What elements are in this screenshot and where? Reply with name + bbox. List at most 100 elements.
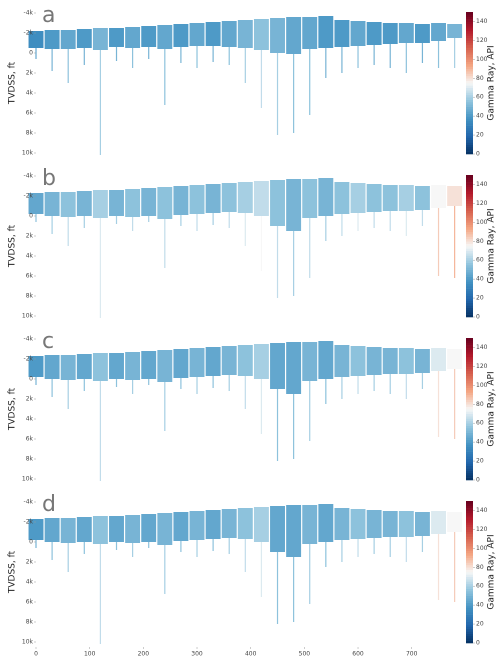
- x-tick-label: 300: [191, 651, 203, 658]
- well-band: [109, 516, 124, 542]
- well-band: [366, 22, 382, 45]
- y-tick-label: -2k: [24, 193, 34, 200]
- panel-label: c: [42, 329, 54, 354]
- colorbar-step: [466, 71, 473, 74]
- y-tick-label: 0: [29, 539, 33, 546]
- y-tick-label: 6k: [26, 436, 34, 443]
- colorbar-tick-label: 20: [476, 621, 484, 628]
- colorbar-step: [466, 562, 473, 566]
- well-band: [414, 24, 430, 43]
- colorbar-step: [466, 427, 473, 431]
- colorbar-step: [466, 572, 473, 575]
- colorbar-step: [466, 276, 473, 280]
- colorbar-step: [466, 59, 473, 62]
- colorbar-step: [466, 104, 473, 107]
- colorbar-step: [466, 179, 473, 183]
- y-tick-label: 10k: [22, 150, 34, 157]
- colorbar-step: [466, 14, 473, 18]
- colorbar-step: [466, 550, 473, 554]
- colorbar-step: [466, 286, 473, 289]
- panel-label: a: [42, 3, 55, 28]
- colorbar-step: [466, 33, 473, 36]
- colorbar-step: [466, 538, 473, 542]
- colorbar-step: [466, 340, 473, 344]
- well-band: [382, 511, 398, 537]
- colorbar-step: [466, 231, 473, 235]
- colorbar-step: [466, 217, 473, 221]
- well-band: [189, 348, 205, 377]
- colorbar-step: [466, 465, 473, 469]
- y-tick-label: 10k: [22, 639, 34, 646]
- colorbar-step: [466, 638, 473, 641]
- colorbar-step: [466, 272, 473, 275]
- colorbar-step: [466, 545, 473, 549]
- x-tick-label: 500: [299, 651, 311, 658]
- well-band: [334, 20, 350, 47]
- colorbar-step: [466, 255, 473, 259]
- colorbar-step: [466, 380, 473, 384]
- colorbar-step: [466, 241, 473, 244]
- colorbar-step: [466, 246, 473, 249]
- well-band: [205, 184, 221, 213]
- well-band: [92, 353, 108, 381]
- colorbar-step: [466, 461, 473, 464]
- colorbar-step: [466, 581, 473, 585]
- colorbar-step: [466, 42, 473, 46]
- colorbar-tick-label: 120: [476, 363, 488, 370]
- y-tick-label: 10k: [22, 313, 34, 320]
- colorbar-step: [466, 472, 473, 476]
- colorbar-step: [466, 439, 473, 443]
- colorbar-step: [466, 184, 473, 188]
- colorbar-step: [466, 510, 473, 514]
- well-band: [173, 24, 189, 47]
- colorbar-step: [466, 397, 473, 400]
- colorbar-step: [466, 375, 473, 379]
- colorbar-step: [466, 515, 473, 518]
- colorbar-step: [466, 555, 473, 559]
- colorbar-step: [466, 477, 473, 481]
- well-band: [44, 518, 60, 542]
- colorbar-step: [466, 423, 473, 426]
- colorbar-step: [466, 529, 473, 533]
- y-tick-label: 10k: [22, 476, 34, 483]
- colorbar-step: [466, 201, 473, 204]
- y-tick-label: 4k: [26, 416, 34, 423]
- x-tick-label: 600: [352, 651, 364, 658]
- y-tick-label: 2k: [26, 233, 34, 240]
- colorbar-step: [466, 345, 473, 348]
- colorbar-step: [466, 352, 473, 355]
- colorbar-step: [466, 616, 473, 620]
- colorbar-step: [466, 468, 473, 471]
- well-band: [173, 512, 189, 541]
- well-band: [92, 28, 108, 50]
- colorbar-step: [466, 359, 473, 362]
- colorbar-tick-label: 100: [476, 382, 488, 389]
- colorbar-step: [466, 38, 473, 41]
- colorbar-step: [466, 92, 473, 96]
- colorbar-step: [466, 248, 473, 252]
- colorbar-step: [466, 437, 473, 441]
- colorbar-step: [466, 354, 473, 358]
- colorbar-step: [466, 109, 473, 112]
- colorbar-step: [466, 595, 473, 599]
- colorbar-step: [466, 229, 473, 233]
- colorbar-tick-label: 140: [476, 18, 488, 25]
- colorbar-step: [466, 238, 473, 242]
- well-band: [350, 509, 366, 539]
- colorbar-step: [466, 283, 473, 287]
- well-band: [414, 512, 430, 536]
- colorbar-tick-label: 40: [476, 276, 484, 283]
- x-tick-label: 100: [84, 651, 96, 658]
- colorbar-step: [466, 564, 473, 568]
- well-band: [270, 180, 285, 226]
- well-band: [92, 190, 108, 218]
- y-tick-label: 6k: [26, 110, 34, 117]
- colorbar-step: [466, 203, 473, 207]
- colorbar-step: [466, 64, 473, 67]
- colorbar-step: [466, 75, 473, 79]
- colorbar-step: [466, 619, 473, 622]
- colorbar-step: [466, 47, 473, 51]
- colorbar-step: [466, 196, 473, 199]
- colorbar-tick-label: 0: [476, 151, 480, 158]
- colorbar-step: [466, 399, 473, 403]
